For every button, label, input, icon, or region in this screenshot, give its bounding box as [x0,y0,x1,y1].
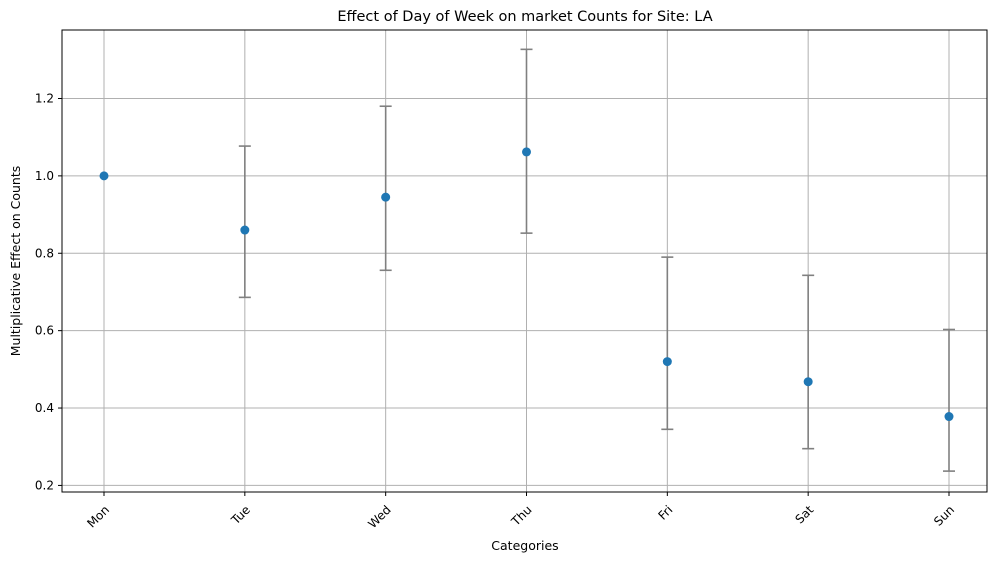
data-point [662,357,672,367]
error-bars [238,48,955,472]
data-point [522,147,531,157]
data-points [99,147,954,422]
y-ticks: 0.2 0.4 0.6 0.8 1.0 1.2 [35,91,62,492]
y-tick-label: 1.0 [35,169,54,183]
x-tick-label: Mon [84,503,112,531]
y-tick-label: 0.2 [35,478,54,492]
data-point [381,192,391,202]
x-axis-label: Categories [491,538,558,553]
chart-title: Effect of Day of Week on market Counts f… [337,9,712,25]
data-point [240,225,250,235]
y-tick-label: 0.6 [35,324,54,338]
x-tick-label: Thu [508,503,535,530]
x-tick-label: Sat [792,503,816,527]
x-ticks: Mon Tue Wed Thu Fri Sat Sun [84,492,957,531]
y-tick-label: 1.2 [35,91,54,105]
x-tick-label: Wed [365,503,393,531]
y-tick-label: 0.8 [35,246,54,260]
plot-frame [61,29,988,493]
x-tick-label: Tue [228,503,253,528]
data-point [944,412,954,422]
y-tick-label: 0.4 [35,401,54,415]
x-tick-label: Fri [655,503,675,523]
x-tick-label: Sun [931,503,957,529]
y-axis-label: Multiplicative Effect on Counts [8,166,23,357]
data-point [99,171,109,181]
data-point [803,377,813,387]
grid [62,30,987,492]
